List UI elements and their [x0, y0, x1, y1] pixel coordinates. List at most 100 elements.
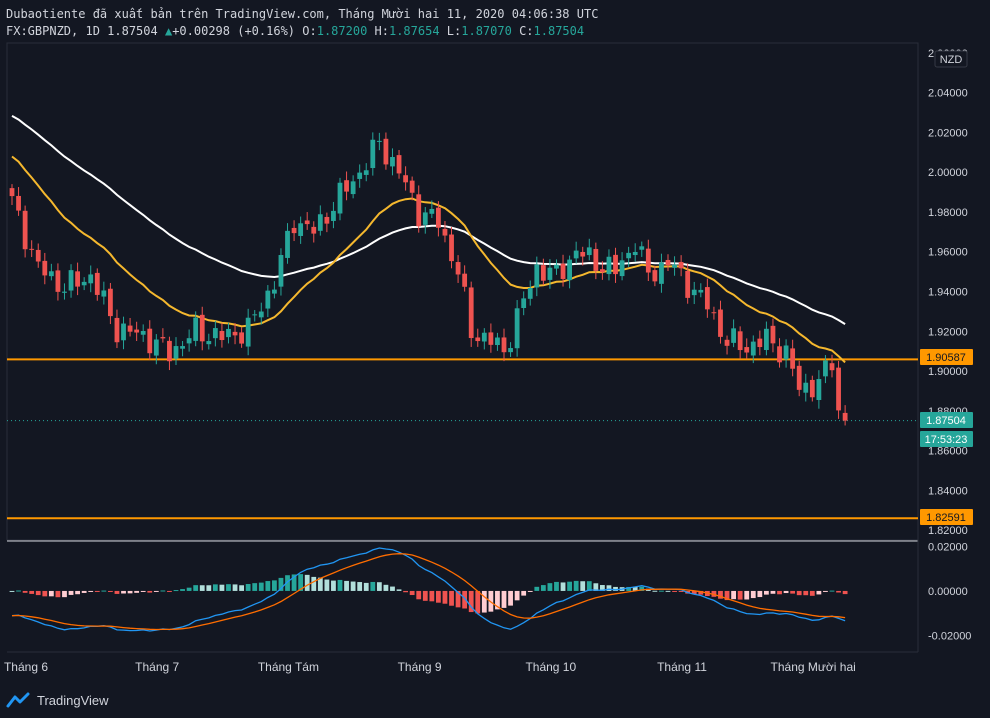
candle-body	[619, 260, 625, 277]
candle	[42, 252, 48, 285]
macd-histogram-bar	[9, 590, 15, 592]
tradingview-logo[interactable]: TradingView	[6, 690, 109, 710]
candle	[101, 281, 107, 305]
candle	[304, 212, 310, 230]
high-value: 1.87654	[388, 24, 440, 38]
resistance-tag-label: 1.90587	[926, 352, 966, 364]
macd-histogram-bar	[160, 590, 166, 592]
candle-body	[731, 328, 736, 343]
macd-histogram-bar	[573, 580, 579, 591]
time-tick-label: Tháng 11	[657, 660, 707, 674]
candle-body	[147, 328, 153, 354]
candle-body	[704, 287, 710, 310]
macd-histogram-bar	[422, 590, 428, 601]
macd-histogram-bar	[652, 590, 658, 592]
candle	[796, 360, 802, 397]
resistance-tag	[920, 349, 973, 365]
candle-body	[586, 247, 592, 256]
horizontal-levels[interactable]	[7, 358, 918, 520]
up-arrow-icon: ▲	[164, 24, 173, 38]
candle-body	[803, 382, 809, 393]
candle-body	[134, 329, 140, 333]
symbol-interval[interactable]: FX:GBPNZD, 1D	[6, 24, 100, 38]
candle	[632, 243, 638, 262]
macd-histogram-bar	[737, 590, 743, 600]
macd-histogram-bar	[744, 590, 750, 600]
candle	[659, 253, 664, 293]
candle	[108, 282, 113, 325]
time-tick-label: Tháng 10	[525, 660, 576, 674]
macd-histogram-bar	[409, 590, 415, 596]
candle-body	[593, 248, 599, 271]
candle-body	[226, 328, 231, 338]
macd-histogram-bar	[560, 582, 566, 591]
candle-body	[488, 332, 494, 345]
macd-histogram-bar	[521, 590, 527, 596]
candle	[639, 241, 645, 257]
candle-body	[737, 331, 743, 351]
candle	[29, 240, 35, 258]
macd-histogram-bar	[331, 580, 336, 591]
candle	[403, 166, 408, 191]
candle-body	[632, 251, 638, 256]
candle	[180, 341, 185, 357]
macd-histogram-bar	[534, 586, 540, 591]
macd-histogram-bar	[199, 585, 205, 591]
last-value: 1.87504	[107, 24, 158, 38]
macd-histogram-bar	[147, 590, 153, 593]
candle	[724, 335, 730, 355]
macd-histogram-bar	[790, 590, 796, 594]
candle	[258, 302, 264, 325]
candle-body	[403, 175, 408, 183]
candle	[55, 263, 61, 301]
candle	[527, 280, 533, 306]
candle-body	[29, 248, 35, 250]
candle	[803, 373, 809, 402]
candle-body	[777, 346, 782, 363]
candle-body	[409, 180, 415, 193]
candle	[127, 317, 133, 337]
price-tags: NZD 1.90587 1.87504 17:53:23 1.82591	[920, 50, 973, 525]
candle-body	[199, 314, 205, 342]
price-tick-label: 1.94000	[928, 287, 968, 299]
candle-body	[9, 188, 15, 197]
macd-histogram-bar	[481, 590, 487, 613]
candle	[331, 201, 336, 229]
candle	[790, 339, 796, 377]
candle	[416, 185, 422, 233]
candle	[62, 283, 67, 300]
candle	[777, 338, 782, 368]
candle-body	[350, 181, 356, 195]
macd-histogram-bar	[672, 590, 677, 592]
candle-body	[626, 252, 632, 259]
time-tick-label: Tháng 6	[4, 660, 48, 674]
macd-histogram-bar	[750, 590, 756, 599]
candle	[75, 262, 80, 296]
macd-histogram-bar	[75, 590, 80, 595]
candle-body	[527, 288, 533, 299]
candle	[495, 332, 500, 351]
candle-body	[153, 339, 159, 356]
candle	[370, 132, 376, 176]
candle	[672, 256, 677, 276]
macd-histogram-bar	[540, 585, 546, 591]
candle-body	[567, 259, 572, 281]
candle	[153, 334, 159, 365]
candle	[508, 342, 513, 357]
macd-histogram-bar	[42, 590, 48, 597]
macd-histogram-bar	[698, 590, 704, 595]
candle-body	[396, 155, 402, 174]
macd-histogram-bar	[396, 589, 402, 591]
candle-body	[573, 250, 579, 259]
time-tick-label: Tháng Tám	[258, 660, 319, 674]
currency-badge[interactable]	[934, 50, 968, 68]
candle	[600, 261, 605, 280]
candle	[645, 239, 651, 281]
candle	[468, 281, 474, 347]
macd-axis-ticks: 0.02000 0.00000 -0.02000	[928, 541, 971, 642]
tradingview-logo-icon	[6, 692, 30, 708]
candle	[94, 268, 100, 301]
macd-histogram-bar	[68, 590, 74, 595]
close-value: 1.87504	[533, 24, 585, 38]
